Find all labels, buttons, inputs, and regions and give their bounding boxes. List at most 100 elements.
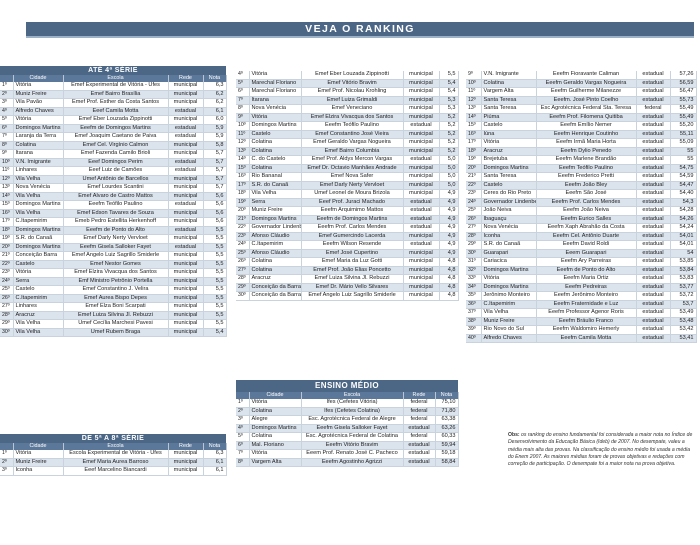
school-name: Emef Prof. João Elias Poncetto <box>301 266 404 275</box>
network-type: estadual <box>168 243 204 252</box>
network-type: municipal <box>403 147 440 156</box>
school-name: Eeefm Waldomiro Hemerly <box>536 325 637 335</box>
city-name: V.N. Imigrante <box>13 158 64 167</box>
school-name: Emef Álvaro de Castro Mattos <box>63 192 169 201</box>
rank-position: 8º <box>236 104 250 114</box>
city-name: Vitória <box>249 113 302 122</box>
column-header-score: Nota <box>203 75 227 82</box>
table-row: 2º Muniz Freire Emef Maria Aurea Barroso mu… <box>0 458 227 467</box>
rank-position: 32º <box>466 266 482 275</box>
network-type: estadual <box>636 172 671 182</box>
network-type: federal <box>403 399 436 408</box>
city-name: Linhares <box>13 302 64 312</box>
city-name: Vila Velha <box>13 319 64 329</box>
rank-position: 18º <box>236 189 250 199</box>
city-name: Colatina <box>249 138 302 148</box>
table-row: 5º Colatina Esc. Agrotécnica Federal de Co… <box>236 432 459 442</box>
rank-position: 26º <box>466 215 482 224</box>
city-name: Vila Velha <box>249 189 302 199</box>
city-name: Marechal Floriano <box>249 87 302 97</box>
score-value: 54,01 <box>670 232 697 241</box>
city-name: Muniz Freire <box>13 458 64 467</box>
network-type: municipal <box>168 90 204 99</box>
rank-position: 40º <box>466 334 482 343</box>
network-type: municipal <box>168 285 204 295</box>
school-name: Emef Elzira Vivacqua dos Santos <box>301 113 404 122</box>
score-value: 4,9 <box>439 249 459 258</box>
school-name: Eeefm de Domingos Martins <box>301 215 404 224</box>
rank-position: 17º <box>466 138 482 148</box>
score-value: 4,8 <box>439 274 459 284</box>
table-row: 27º Nova Venécia Eeefm Xaph Abrahão da Cos… <box>466 223 697 233</box>
table-row: 26º Colatina Emef Maria da Luz Gotti munici… <box>236 257 459 267</box>
table-row: 3º Vila Pavão Emef Prof. Esther da Costa S… <box>0 98 227 108</box>
city-name: Alfredo Chaves <box>13 107 64 116</box>
score-value: 53,42 <box>670 325 697 335</box>
score-value: 55 <box>670 155 697 165</box>
table-row: 28º Aracruz Emef Luiza Silvina Jl. Rebuzzi… <box>0 311 227 320</box>
column-header-position <box>0 443 14 450</box>
network-type: municipal <box>168 311 204 320</box>
network-type: municipal <box>168 302 204 312</box>
table-row: 14º C. do Castelo Emef Prof. Aldys Mercon … <box>236 155 459 165</box>
score-value: 5,5 <box>203 234 227 244</box>
table-row: 29º Vila Velha Umef Cecília Marchesi Paves… <box>0 319 227 329</box>
column-header-network: Rede <box>403 392 436 399</box>
table-row: 40º Alfredo Chaves Eeefm Camila Motta estad… <box>466 334 697 343</box>
network-type: municipal <box>168 175 204 184</box>
rank-position: 15º <box>0 200 14 210</box>
school-name: Emef Fazenda Camilo Brioli <box>63 149 169 159</box>
network-type: municipal <box>403 181 440 190</box>
city-name: Vila Velha <box>13 328 64 337</box>
rank-position: 38º <box>466 317 482 326</box>
network-type: estadual <box>403 240 440 250</box>
network-type: municipal <box>168 251 204 261</box>
city-name: Colatina <box>249 257 302 267</box>
network-type: estadual <box>636 317 671 326</box>
score-value: 5,3 <box>439 96 459 105</box>
city-name: Colatina <box>13 141 64 150</box>
table-row: 19º S.R. do Canaã Emef Darly Nerty Vervloe… <box>0 234 227 244</box>
table-row: 30º Conceição da Barra Emef Angelo Luiz Sa… <box>236 291 459 301</box>
table-row: 1º Vitória Ifes (Cefetes Vitória) federal 75… <box>236 399 459 408</box>
score-value: 55,20 <box>670 121 697 131</box>
network-type: municipal <box>403 274 440 284</box>
score-value: 53,41 <box>670 334 697 343</box>
school-name: Umef Leonel de Moura Brizola <box>301 189 404 199</box>
network-type: municipal <box>168 183 204 193</box>
score-value: 4,9 <box>439 206 459 216</box>
column-header-school: Escola <box>63 443 169 450</box>
score-value: 4,9 <box>439 240 459 250</box>
score-value: 6,3 <box>203 450 227 459</box>
rank-position: 16º <box>0 209 14 218</box>
network-type: municipal <box>403 104 440 114</box>
rank-position: 1º <box>0 450 14 459</box>
school-name: Ifes (Cefetes Vitória) <box>301 399 404 408</box>
school-name: Emef Experimental de Vitória - Ufes <box>63 82 169 91</box>
rank-position: 27º <box>236 266 250 275</box>
score-value: 4,9 <box>439 189 459 199</box>
network-type: estadual <box>636 300 671 309</box>
rank-position: 8º <box>236 458 250 467</box>
rank-position: 2º <box>236 407 250 416</box>
school-name: Eeef Camila Motta <box>63 107 169 116</box>
score-value: 5,6 <box>203 192 227 201</box>
rank-position: 22º <box>236 223 250 233</box>
city-name: C.Itapemirim <box>481 300 537 309</box>
table-row: 6º Domingos Martins Eeefm de Domingos Mart… <box>0 124 227 133</box>
city-name: Castelo <box>249 130 302 139</box>
city-name: Piúma <box>481 113 537 122</box>
score-value: 55,09 <box>670 138 697 148</box>
network-type: estadual <box>403 441 436 450</box>
rank-position: 10º <box>0 158 14 167</box>
city-name: Domingos Martins <box>481 283 537 292</box>
network-type: estadual <box>636 249 671 258</box>
column-header-city: Cidade <box>249 392 302 399</box>
table-row: 8º Nova Venécia Emef Veneciano municipal 5,3 <box>236 104 459 114</box>
score-value: 5,5 <box>203 268 227 278</box>
rank-position: 31º <box>466 257 482 267</box>
city-name: Vitória <box>249 399 302 408</box>
network-type: estadual <box>403 449 436 459</box>
city-name: Serra <box>13 277 64 286</box>
network-type: estadual <box>636 274 671 284</box>
